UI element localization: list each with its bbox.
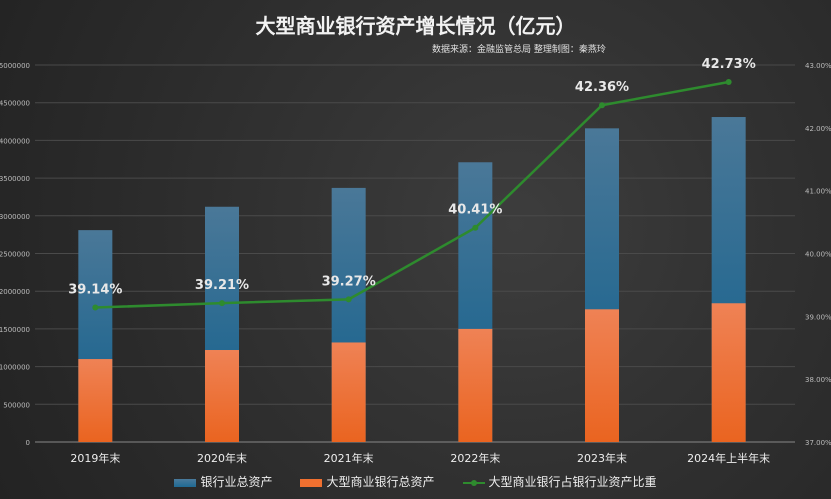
right-axis-tick: 42.00% bbox=[805, 125, 831, 133]
ratio-data-label: 39.14% bbox=[68, 283, 122, 298]
legend-item-total[interactable]: 银行业总资产 bbox=[174, 473, 272, 490]
left-axis-tick: 5000000 bbox=[0, 62, 30, 70]
ratio-data-label: 39.21% bbox=[195, 278, 249, 293]
left-axis-tick: 4000000 bbox=[0, 137, 30, 145]
left-axis-tick: 4500000 bbox=[0, 100, 30, 108]
bar-large-bank-assets bbox=[711, 303, 746, 442]
right-axis-tick: 40.00% bbox=[805, 251, 831, 259]
legend-label: 大型商业银行总资产 bbox=[326, 475, 435, 489]
left-axis-tick: 3000000 bbox=[0, 213, 30, 221]
ratio-line bbox=[95, 80, 729, 309]
x-axis-tick: 2024年上半年末 bbox=[687, 451, 770, 465]
right-axis-tick: 43.00% bbox=[805, 62, 831, 70]
left-axis-tick: 2500000 bbox=[0, 251, 30, 259]
chart-source: 数据来源：金融监管总局 整理制图：秦燕玲 bbox=[432, 45, 606, 55]
ratio-point bbox=[345, 296, 352, 303]
right-axis-tick: 41.00% bbox=[805, 188, 831, 196]
ratio-data-label: 42.36% bbox=[575, 80, 629, 95]
ratio-point bbox=[472, 224, 479, 231]
legend-item-ratio[interactable]: 大型商业银行占银行业资产比重 bbox=[462, 473, 657, 490]
chart-title: 大型商业银行资产增长情况（亿元） bbox=[255, 14, 576, 38]
left-axis-tick: 500000 bbox=[3, 401, 30, 409]
x-axis-tick: 2019年末 bbox=[70, 451, 120, 465]
right-axis-tick: 38.00% bbox=[805, 376, 831, 384]
ratio-point bbox=[92, 304, 99, 311]
bar-large-bank-assets bbox=[78, 359, 113, 442]
left-axis-tick: 2000000 bbox=[0, 288, 30, 296]
left-axis-tick: 1000000 bbox=[0, 364, 30, 372]
left-axis-tick: 3500000 bbox=[0, 175, 30, 183]
right-axis-tick: 39.00% bbox=[805, 313, 831, 321]
x-axis-tick: 2023年末 bbox=[577, 451, 627, 465]
legend-item-large-bank[interactable]: 大型商业银行总资产 bbox=[300, 473, 435, 490]
ratio-data-label: 39.27% bbox=[322, 274, 376, 289]
bar-large-bank-assets bbox=[205, 350, 239, 442]
left-axis-tick: 0 bbox=[26, 439, 30, 447]
x-axis-tick: 2021年末 bbox=[324, 451, 374, 465]
right-axis-tick: 37.00% bbox=[805, 439, 831, 447]
bar-large-bank-assets bbox=[458, 328, 493, 442]
x-axis-tick: 2020年末 bbox=[197, 451, 247, 465]
ratio-data-label: 42.73% bbox=[702, 57, 756, 72]
left-axis-tick: 1500000 bbox=[0, 326, 30, 334]
ratio-point bbox=[599, 102, 605, 109]
bar-large-bank-assets bbox=[585, 309, 619, 442]
legend: 银行业总资产 大型商业银行总资产 大型商业银行占银行业资产比重 bbox=[0, 473, 831, 490]
ratio-point bbox=[219, 300, 225, 307]
ratio-point bbox=[725, 78, 732, 85]
legend-label: 大型商业银行占银行业资产比重 bbox=[488, 475, 657, 489]
legend-label: 银行业总资产 bbox=[200, 475, 273, 489]
bar-large-bank-assets bbox=[331, 342, 366, 442]
ratio-data-label: 40.41% bbox=[448, 203, 502, 218]
x-axis-tick: 2022年末 bbox=[450, 451, 500, 465]
